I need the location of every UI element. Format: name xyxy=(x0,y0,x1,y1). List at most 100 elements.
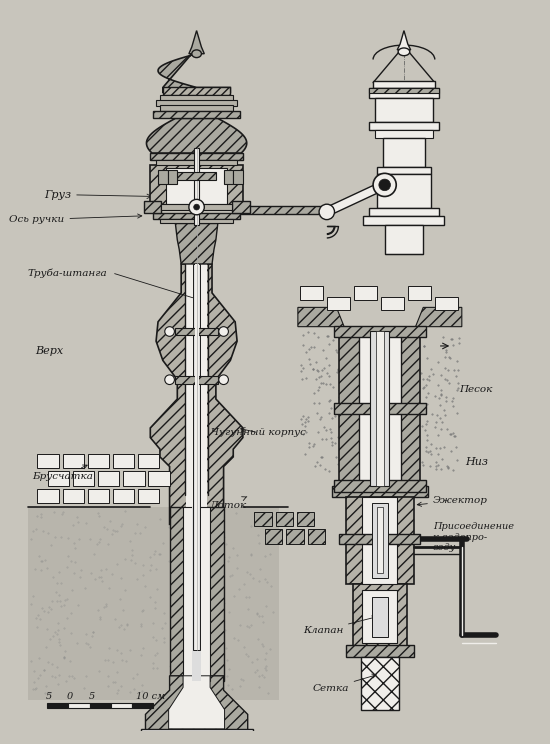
Bar xyxy=(90,703,111,708)
Bar xyxy=(372,597,388,637)
Bar xyxy=(339,534,420,544)
Bar xyxy=(156,160,237,164)
Bar xyxy=(63,454,84,469)
Text: Сетка: Сетка xyxy=(312,674,376,693)
Bar xyxy=(372,503,388,578)
Bar xyxy=(232,202,250,213)
Bar xyxy=(224,170,233,184)
Bar xyxy=(265,529,283,544)
Bar xyxy=(354,286,377,300)
Bar xyxy=(150,164,243,208)
Ellipse shape xyxy=(219,375,228,385)
Bar xyxy=(156,100,237,106)
Text: 5: 5 xyxy=(46,692,52,701)
Bar xyxy=(123,472,145,486)
Bar xyxy=(339,332,420,486)
Bar xyxy=(183,507,210,681)
Bar xyxy=(287,529,304,544)
Bar xyxy=(73,472,95,486)
Bar xyxy=(333,326,426,337)
Bar xyxy=(48,472,69,486)
Bar xyxy=(255,512,272,526)
Text: Лоток: Лоток xyxy=(209,497,247,510)
Bar xyxy=(327,297,350,310)
Bar xyxy=(362,590,397,643)
Bar xyxy=(376,332,384,486)
Bar xyxy=(233,170,243,184)
Bar xyxy=(333,403,426,414)
Ellipse shape xyxy=(379,179,390,190)
Text: 5: 5 xyxy=(89,692,95,701)
Bar xyxy=(332,486,428,498)
Bar xyxy=(111,703,132,708)
Bar xyxy=(375,98,433,122)
Bar xyxy=(144,202,161,213)
Ellipse shape xyxy=(219,327,228,336)
Text: Труба-штанга: Труба-штанга xyxy=(28,269,107,278)
Bar xyxy=(381,297,404,310)
Bar xyxy=(346,645,414,656)
Ellipse shape xyxy=(398,48,410,56)
Bar xyxy=(377,174,431,208)
Bar xyxy=(113,454,134,469)
Ellipse shape xyxy=(165,327,174,336)
Text: Клапан: Клапан xyxy=(302,616,376,635)
Bar xyxy=(160,105,233,111)
Bar xyxy=(168,170,177,184)
Text: Низ: Низ xyxy=(465,457,488,467)
Bar xyxy=(177,173,216,180)
Bar xyxy=(377,507,383,573)
Text: Ось ручки: Ось ручки xyxy=(9,214,142,224)
Bar xyxy=(186,264,207,515)
Bar xyxy=(195,264,199,650)
Polygon shape xyxy=(146,118,247,153)
Text: Брусчатка: Брусчатка xyxy=(32,465,94,481)
Bar xyxy=(87,454,109,469)
Bar xyxy=(346,498,414,584)
Bar xyxy=(132,703,153,708)
Bar xyxy=(175,327,218,336)
Bar xyxy=(148,472,169,486)
Polygon shape xyxy=(175,223,218,264)
Bar xyxy=(138,454,159,469)
Bar xyxy=(169,507,224,681)
Bar xyxy=(175,376,218,384)
Bar xyxy=(297,512,314,526)
Text: 0: 0 xyxy=(67,692,73,701)
Bar xyxy=(160,219,233,223)
Polygon shape xyxy=(158,54,230,92)
Text: Присоединение
к водопро-
воду: Присоединение к водопро- воду xyxy=(433,522,514,552)
Bar xyxy=(158,170,168,184)
Bar xyxy=(364,216,444,225)
Text: Песок: Песок xyxy=(459,385,492,394)
Ellipse shape xyxy=(319,204,334,219)
Polygon shape xyxy=(189,31,204,54)
Bar xyxy=(87,489,109,503)
Polygon shape xyxy=(169,676,224,729)
Bar xyxy=(373,81,435,89)
Text: Груз: Груз xyxy=(44,190,151,199)
Bar xyxy=(383,138,425,167)
Bar xyxy=(369,208,439,216)
Bar xyxy=(37,489,59,503)
Bar xyxy=(361,656,399,710)
Bar xyxy=(307,529,325,544)
Bar xyxy=(141,729,252,743)
Bar xyxy=(47,703,68,708)
Bar xyxy=(375,130,433,138)
Ellipse shape xyxy=(373,173,396,196)
Polygon shape xyxy=(397,31,411,50)
Ellipse shape xyxy=(165,375,174,385)
Ellipse shape xyxy=(194,204,200,210)
Bar xyxy=(163,88,230,95)
Bar xyxy=(153,213,240,219)
Bar xyxy=(113,489,134,503)
Polygon shape xyxy=(298,307,462,350)
Bar xyxy=(194,148,200,225)
Bar xyxy=(377,167,431,174)
Bar xyxy=(408,286,431,300)
Bar xyxy=(68,703,90,708)
Bar xyxy=(384,225,424,254)
Bar xyxy=(37,454,59,469)
Bar xyxy=(138,489,159,503)
